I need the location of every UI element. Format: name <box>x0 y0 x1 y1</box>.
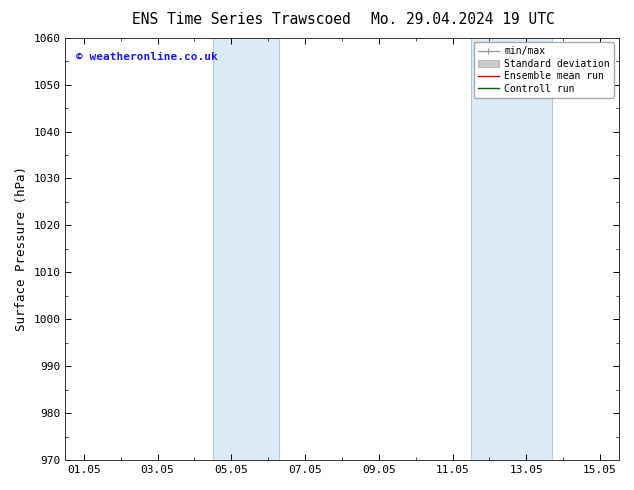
Bar <box>213 38 279 460</box>
Text: ENS Time Series Trawscoed: ENS Time Series Trawscoed <box>131 12 351 27</box>
Text: Mo. 29.04.2024 19 UTC: Mo. 29.04.2024 19 UTC <box>371 12 555 27</box>
Text: © weatheronline.co.uk: © weatheronline.co.uk <box>77 52 218 62</box>
Y-axis label: Surface Pressure (hPa): Surface Pressure (hPa) <box>15 167 28 331</box>
Bar <box>471 38 552 460</box>
Legend: min/max, Standard deviation, Ensemble mean run, Controll run: min/max, Standard deviation, Ensemble me… <box>474 43 614 98</box>
